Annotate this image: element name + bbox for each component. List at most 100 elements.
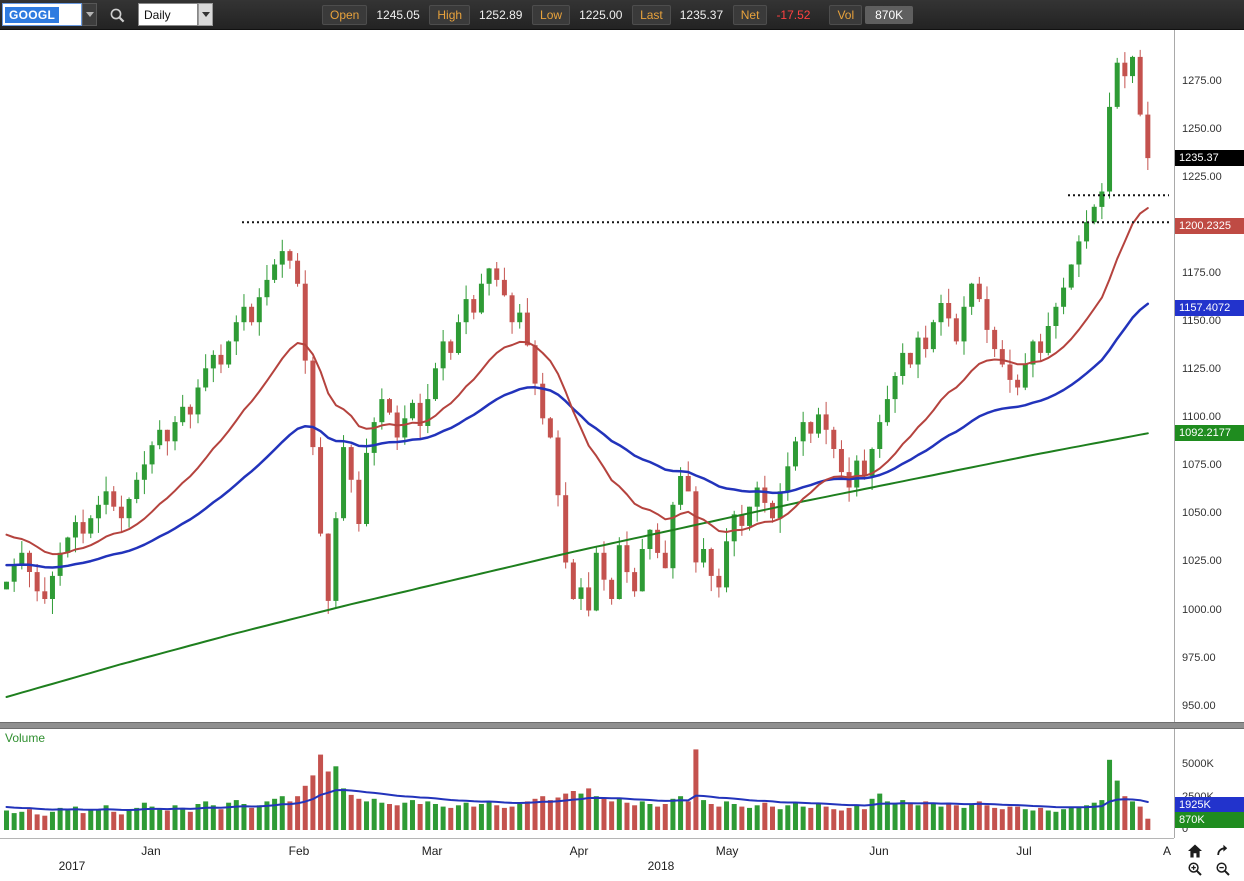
candle[interactable] bbox=[272, 259, 278, 283]
candle[interactable] bbox=[754, 481, 760, 522]
candle[interactable] bbox=[586, 572, 592, 617]
candle[interactable] bbox=[310, 356, 316, 456]
candle[interactable] bbox=[49, 571, 55, 615]
candle[interactable] bbox=[923, 325, 929, 358]
candle[interactable] bbox=[1015, 374, 1021, 396]
symbol-input[interactable]: GOOGL bbox=[2, 3, 82, 26]
candle[interactable] bbox=[578, 578, 584, 610]
candle[interactable] bbox=[555, 430, 561, 507]
candle[interactable] bbox=[1068, 264, 1074, 290]
candle[interactable] bbox=[716, 568, 722, 598]
candle[interactable] bbox=[900, 343, 906, 385]
candle[interactable] bbox=[1130, 55, 1136, 83]
candle[interactable] bbox=[325, 533, 331, 614]
candle[interactable] bbox=[670, 501, 676, 579]
candle[interactable] bbox=[861, 449, 867, 480]
candle[interactable] bbox=[685, 461, 691, 492]
pane-divider[interactable] bbox=[0, 722, 1244, 729]
candle[interactable] bbox=[432, 362, 438, 401]
candle[interactable] bbox=[693, 486, 699, 573]
volume-ma-line[interactable] bbox=[5, 789, 1149, 811]
candle[interactable] bbox=[1122, 52, 1128, 89]
home-button[interactable] bbox=[1184, 842, 1206, 859]
candle[interactable] bbox=[609, 577, 615, 605]
candle[interactable] bbox=[570, 559, 576, 600]
candle[interactable] bbox=[141, 451, 147, 495]
candle[interactable] bbox=[180, 394, 186, 426]
candle[interactable] bbox=[126, 497, 132, 528]
candle[interactable] bbox=[164, 429, 170, 456]
candle[interactable] bbox=[976, 276, 982, 302]
candle[interactable] bbox=[172, 416, 178, 451]
candle[interactable] bbox=[961, 296, 967, 355]
candle[interactable] bbox=[65, 536, 71, 558]
candle[interactable] bbox=[1061, 277, 1067, 315]
candle[interactable] bbox=[256, 288, 262, 336]
candle[interactable] bbox=[425, 384, 431, 434]
candle[interactable] bbox=[295, 253, 301, 287]
candle[interactable] bbox=[1022, 353, 1028, 391]
timeframe-dropdown-button[interactable] bbox=[198, 3, 213, 26]
candle[interactable] bbox=[808, 421, 814, 443]
candle[interactable] bbox=[494, 262, 500, 287]
candle[interactable] bbox=[501, 267, 507, 297]
candle[interactable] bbox=[11, 558, 17, 592]
candle[interactable] bbox=[417, 393, 423, 439]
candle[interactable] bbox=[364, 438, 370, 527]
candle[interactable] bbox=[80, 509, 86, 544]
candle[interactable] bbox=[226, 340, 232, 368]
candle[interactable] bbox=[838, 440, 844, 477]
candle[interactable] bbox=[616, 537, 622, 600]
candle[interactable] bbox=[831, 426, 837, 459]
candle[interactable] bbox=[815, 407, 821, 438]
candle[interactable] bbox=[509, 292, 515, 334]
candle[interactable] bbox=[792, 436, 798, 471]
candle[interactable] bbox=[111, 486, 117, 511]
candle[interactable] bbox=[287, 249, 293, 269]
candle[interactable] bbox=[1084, 210, 1090, 249]
candle[interactable] bbox=[218, 344, 224, 374]
candle[interactable] bbox=[1145, 101, 1151, 170]
candle[interactable] bbox=[770, 500, 775, 523]
candle[interactable] bbox=[409, 399, 415, 421]
candle[interactable] bbox=[440, 330, 446, 381]
candle[interactable] bbox=[678, 467, 684, 510]
candle[interactable] bbox=[953, 313, 959, 345]
candle[interactable] bbox=[639, 538, 645, 592]
candle[interactable] bbox=[724, 528, 730, 593]
price-chart-canvas[interactable] bbox=[0, 30, 1174, 722]
candle[interactable] bbox=[593, 547, 599, 612]
candle[interactable] bbox=[95, 495, 101, 533]
candle[interactable] bbox=[88, 515, 94, 539]
candle[interactable] bbox=[884, 385, 890, 426]
candle[interactable] bbox=[739, 504, 745, 536]
candle[interactable] bbox=[455, 314, 461, 355]
candle[interactable] bbox=[984, 286, 990, 343]
candle[interactable] bbox=[731, 510, 737, 557]
candle[interactable] bbox=[601, 541, 607, 591]
candle[interactable] bbox=[203, 354, 209, 392]
candle[interactable] bbox=[387, 398, 392, 415]
candle[interactable] bbox=[149, 441, 155, 474]
candle[interactable] bbox=[187, 404, 193, 429]
candle[interactable] bbox=[547, 417, 553, 439]
candle[interactable] bbox=[632, 567, 638, 597]
zoom-in-button[interactable] bbox=[1184, 860, 1206, 877]
candle[interactable] bbox=[34, 564, 40, 602]
candle[interactable] bbox=[823, 401, 829, 445]
candle[interactable] bbox=[103, 476, 109, 515]
candle[interactable] bbox=[72, 515, 78, 553]
candle[interactable] bbox=[471, 295, 477, 320]
candle[interactable] bbox=[532, 340, 538, 396]
price-axis[interactable]: 1275.00 1250.00 1225.00 1175.00 1150.00 1125.… bbox=[1174, 30, 1244, 722]
candle[interactable] bbox=[701, 538, 707, 568]
candle[interactable] bbox=[1030, 339, 1036, 378]
candle[interactable] bbox=[241, 294, 247, 331]
candle[interactable] bbox=[869, 447, 875, 491]
candle[interactable] bbox=[540, 372, 546, 425]
candle[interactable] bbox=[517, 304, 523, 329]
candle[interactable] bbox=[777, 483, 783, 533]
candle[interactable] bbox=[655, 523, 661, 559]
candle[interactable] bbox=[1099, 183, 1105, 220]
candle[interactable] bbox=[57, 542, 63, 586]
